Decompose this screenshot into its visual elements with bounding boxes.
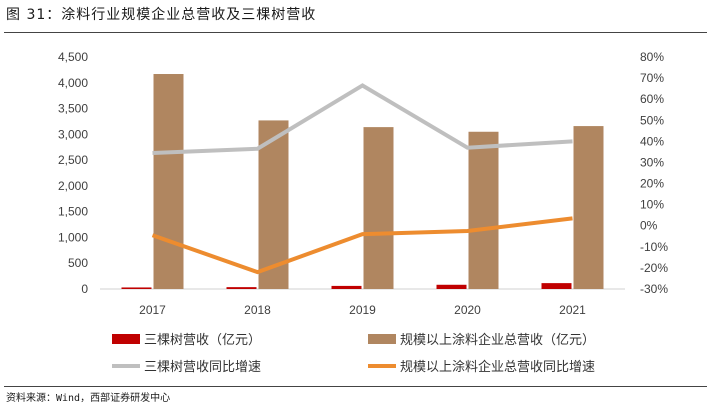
left-axis-tick-label: 1,000: [58, 230, 88, 244]
bar: [226, 287, 257, 289]
bar: [573, 126, 604, 289]
right-axis-tick-label: -30%: [640, 282, 668, 296]
legend-label: 三棵树营收（亿元）: [144, 333, 261, 348]
legend-label: 三棵树营收同比增速: [144, 360, 261, 375]
bar: [121, 287, 152, 289]
right-axis-tick-label: 70%: [640, 71, 664, 85]
right-axis-tick-label: 80%: [640, 50, 664, 64]
left-axis-tick-label: 500: [68, 256, 88, 270]
x-axis-tick-label: 2021: [559, 303, 586, 317]
bar: [436, 284, 467, 289]
left-axis-tick-label: 3,000: [58, 127, 88, 141]
bottom-rule: [4, 386, 707, 387]
x-axis-tick-label: 2020: [454, 303, 481, 317]
series-line: [151, 216, 573, 275]
right-axis-tick-label: -10%: [640, 240, 668, 254]
left-axis-tick-label: 4,500: [58, 50, 88, 64]
bar: [541, 283, 572, 289]
legend-label: 规模以上涂料企业总营收（亿元）: [400, 332, 595, 348]
right-axis-tick-label: -20%: [640, 261, 668, 275]
right-axis-tick-label: 0%: [640, 219, 658, 233]
right-axis-tick-label: 60%: [640, 92, 664, 106]
source-note: 资料来源：Wind，西部证券研发中心: [6, 393, 171, 404]
x-axis-tick-label: 2017: [139, 303, 166, 317]
x-axis-tick-label: 2019: [349, 303, 376, 317]
left-axis-tick-label: 1,500: [58, 205, 88, 219]
bar: [153, 74, 184, 289]
legend-swatch: [368, 334, 396, 344]
figure-title: 图 31：涂料行业规模企业总营收及三棵树营收: [6, 7, 317, 23]
legend-swatch: [112, 334, 140, 344]
bar: [363, 127, 394, 289]
bar: [468, 131, 499, 289]
right-axis-tick-label: 20%: [640, 177, 664, 191]
top-rule: [4, 32, 707, 33]
legend-label: 规模以上涂料企业总营收同比增速: [400, 359, 595, 375]
x-axis-tick-label: 2018: [244, 303, 271, 317]
left-axis-tick-label: 0: [81, 282, 88, 296]
series-line: [152, 83, 573, 155]
right-axis-tick-label: 30%: [640, 155, 664, 169]
bar: [331, 285, 362, 289]
right-axis-tick-label: 50%: [640, 113, 664, 127]
left-axis-tick-label: 2,500: [58, 153, 88, 167]
left-axis-tick-label: 3,500: [58, 102, 88, 116]
right-axis-tick-label: 40%: [640, 134, 664, 148]
left-axis-tick-label: 2,000: [58, 179, 88, 193]
right-axis-tick-label: 10%: [640, 198, 664, 212]
left-axis-tick-label: 4,000: [58, 76, 88, 90]
